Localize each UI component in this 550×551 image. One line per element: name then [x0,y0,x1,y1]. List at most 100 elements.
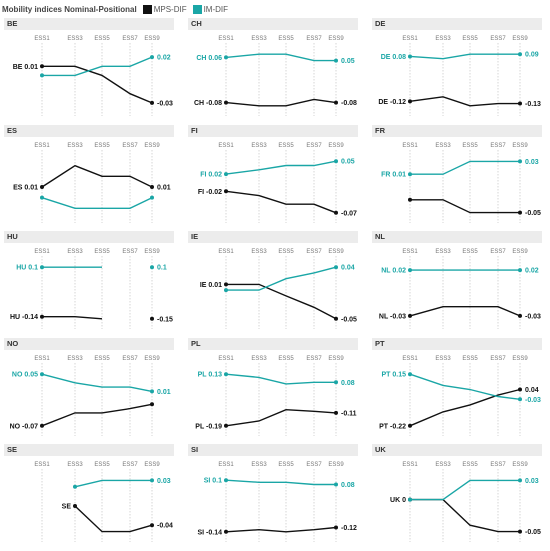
x-tick-label: ESS3 [251,36,267,42]
start-value-label-mps-dif: IE 0.01 [200,282,222,289]
start-point-mps-dif [408,99,412,104]
x-tick-label: ESS1 [218,36,234,42]
start-value-label-im-dif: DE 0.08 [381,54,406,61]
x-tick-label: ESS9 [328,143,344,149]
panel-ch: CH ESS1 ESS3 ESS5 ESS7 ESS9 CH -0.08 -0.08 CH 0.… [188,18,360,118]
panel-plot: ESS1 ESS3 ESS5 ESS7 ESS9 HU -0.14 -0.15 HU 0.1 0… [10,249,173,329]
series-line-mps-dif [225,408,337,426]
panel-plot: ESS1 ESS3 ESS5 ESS7 ESS9 DE -0.12 -0.13 DE 0.08… [378,36,541,116]
end-value-label-im-dif: 0.09 [525,52,539,59]
x-tick-label: ESS5 [278,143,294,149]
start-point-im-dif [408,54,412,59]
series-line-mps-dif [410,498,520,533]
start-point-im-dif [40,73,44,78]
series-line-im-dif [41,373,153,392]
panel-fi: FI ESS1 ESS3 ESS5 ESS7 ESS9 FI -0.02 -0.07 FI 0.… [188,124,360,225]
start-point-mps-dif [224,423,228,428]
x-tick-label: ESS7 [306,36,322,42]
panel-plot: ESS1 ESS3 ESS5 ESS7 ESS9 UK 0 -0.05 0.03 [390,462,541,542]
x-tick-label: ESS9 [144,143,160,149]
end-point-im-dif [518,52,522,57]
series-line-im-dif [226,266,337,291]
small-multiples-grid: BE ESS1 ESS3 ESS5 ESS7 ESS9 BE 0.01 -0.03 0.02 CH… [0,18,550,551]
x-tick-label: ESS7 [306,143,322,149]
x-tick-label: ESS7 [490,249,506,255]
start-value-label-mps-dif: UK 0 [390,497,406,504]
end-point-mps-dif [150,401,154,406]
x-tick-label: ESS1 [34,249,50,255]
panel-title: BE [4,18,174,30]
x-tick-label: ESS3 [251,143,267,149]
end-point-mps-dif [518,387,522,392]
end-value-label-mps-dif: -0.11 [341,410,357,417]
start-point-mps-dif [224,282,228,287]
x-tick-label: ESS5 [278,356,294,362]
x-tick-label: ESS1 [34,36,50,42]
end-point-im-dif [334,379,338,384]
chart-legend: Mobility indices Nominal-Positional MPS-… [2,2,234,16]
start-point-mps-dif [224,100,228,105]
end-point-mps-dif [334,210,338,215]
x-tick-label: ESS3 [435,143,451,149]
end-point-mps-dif [150,100,154,105]
start-value-label-im-dif: HU 0.1 [16,265,38,272]
x-tick-label: ESS7 [122,462,138,468]
start-value-label-mps-dif: HU -0.14 [10,314,38,321]
end-point-mps-dif [150,523,154,528]
panel-de: DE ESS1 ESS3 ESS5 ESS7 ESS9 DE -0.12 -0.13 DE 0.… [372,18,544,118]
start-value-label-mps-dif: SE [62,504,72,511]
start-point-mps-dif [408,423,412,428]
end-value-label-im-dif: 0.01 [157,388,171,395]
end-value-label-im-dif: 0.08 [341,482,355,489]
panel-title: SE [4,444,174,456]
end-value-label-im-dif: 0.1 [157,265,167,272]
x-tick-label: ESS7 [122,249,138,255]
start-point-im-dif [224,371,228,376]
x-tick-label: ESS3 [67,36,83,42]
series-line-mps-dif [74,505,153,533]
panel-title: PT [372,337,542,350]
panel-title: IE [188,231,358,243]
end-value-label-im-dif: 0.08 [341,379,355,386]
x-tick-label: ESS5 [94,462,110,468]
end-value-label-mps-dif: -0.05 [525,529,541,536]
start-value-label-im-dif: SI 0.1 [204,478,222,485]
x-tick-label: ESS3 [435,356,451,362]
end-point-mps-dif [518,529,522,534]
end-value-label-mps-dif: 0.01 [157,184,171,191]
end-point-mps-dif [334,316,338,321]
x-tick-label: ESS3 [67,249,83,255]
start-point-im-dif [224,288,228,293]
series-line-mps-dif [42,65,153,104]
x-tick-label: ESS9 [512,356,528,362]
series-line-im-dif [410,160,520,175]
panel-hu: HU ESS1 ESS3 ESS5 ESS7 ESS9 HU -0.14 -0.15 HU 0.… [4,231,176,331]
series-line-mps-dif [225,98,337,107]
series-line-mps-dif [225,526,337,533]
end-value-label-mps-dif: -0.04 [157,523,173,530]
series-line-mps-dif [225,190,337,213]
panel-title: CH [188,18,358,30]
x-tick-label: ESS7 [122,143,138,149]
end-value-label-mps-dif: -0.05 [525,210,541,217]
series-line-im-dif [410,479,520,501]
start-value-label-mps-dif: ES 0.01 [13,184,38,191]
end-point-im-dif [334,58,338,63]
x-tick-label: ESS7 [122,356,138,362]
end-point-im-dif [334,265,338,270]
x-tick-label: ESS1 [34,462,50,468]
end-point-mps-dif [334,100,338,105]
start-point-mps-dif [224,529,228,534]
end-value-label-mps-dif: -0.12 [341,525,357,532]
series-line-mps-dif [409,306,521,317]
start-value-label-mps-dif: CH -0.08 [194,100,222,107]
panel-plot: ESS1 ESS3 ESS5 ESS7 ESS9 -0.05 FR 0.01 0.03 [381,143,541,223]
x-tick-label: ESS9 [144,462,160,468]
end-value-label-mps-dif: -0.13 [525,101,541,108]
x-tick-label: ESS5 [462,462,478,468]
end-value-label-im-dif: 0.03 [157,478,171,485]
panel-si: SI ESS1 ESS3 ESS5 ESS7 ESS9 SI -0.14 -0.12 SI 0.… [188,444,360,544]
x-tick-label: ESS7 [306,356,322,362]
panel-title: DE [372,18,542,30]
end-value-label-mps-dif: -0.03 [157,100,173,107]
